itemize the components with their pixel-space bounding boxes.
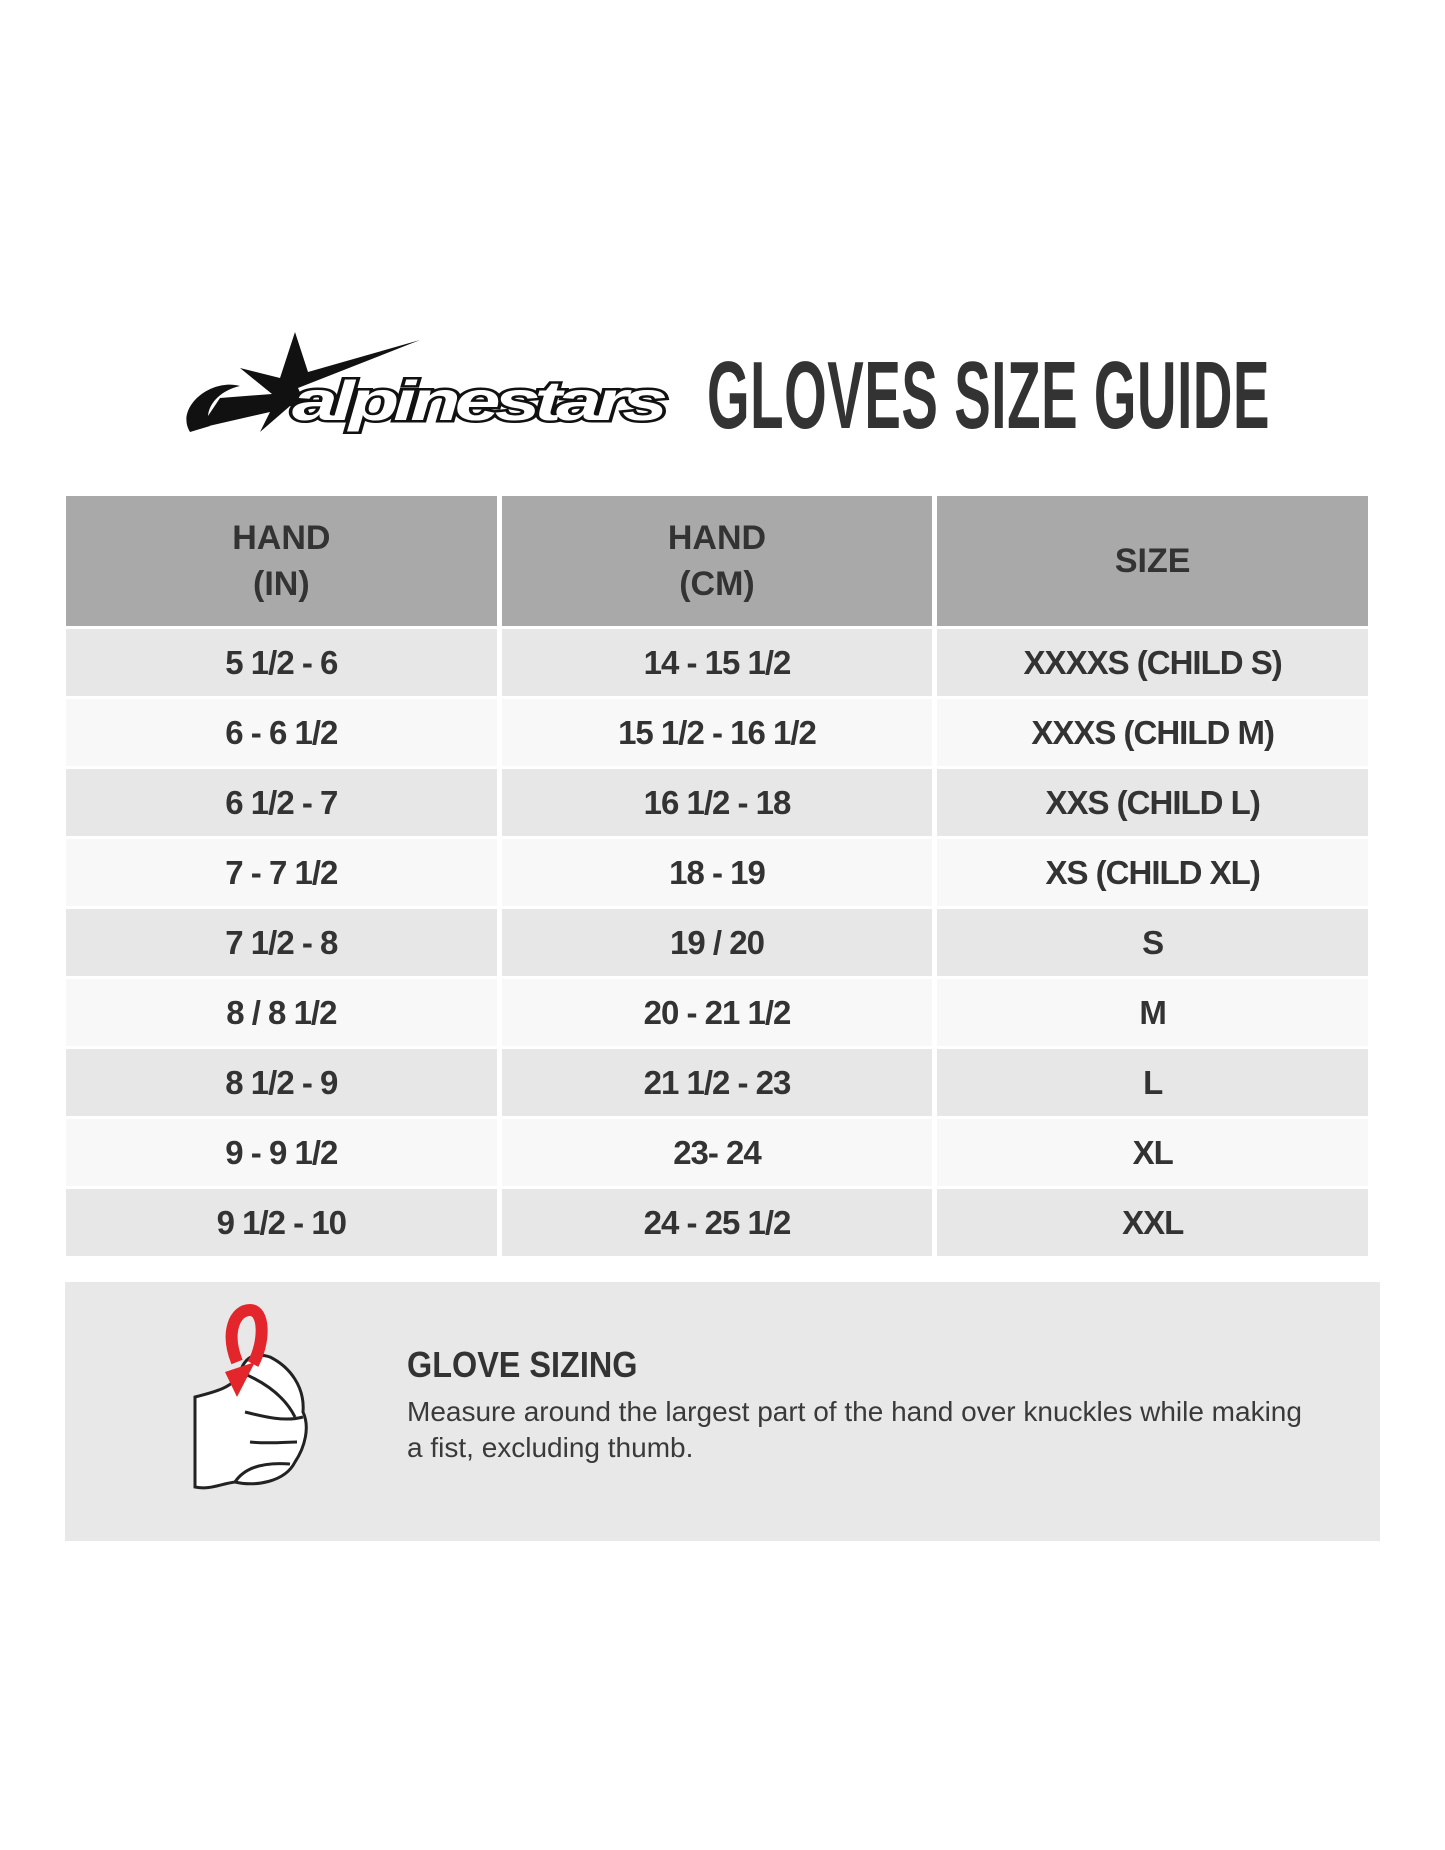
- cell-hand-in: 5 1/2 - 6: [66, 629, 497, 696]
- table-row: 7 1/2 - 8 19 / 20 S: [66, 909, 1368, 976]
- note-title: GLOVE SIZING: [407, 1344, 638, 1385]
- cell-hand-cm: 23- 24: [501, 1119, 933, 1186]
- cell-size: XXXS (CHILD M): [937, 699, 1368, 766]
- table-row: 6 - 6 1/2 15 1/2 - 16 1/2 XXXS (CHILD M): [66, 699, 1368, 766]
- cell-size: L: [937, 1049, 1368, 1116]
- cell-hand-in: 6 - 6 1/2: [66, 699, 497, 766]
- cell-hand-cm: 20 - 21 1/2: [501, 979, 933, 1046]
- cell-hand-in: 7 - 7 1/2: [66, 839, 497, 906]
- page-title: GLOVES SIZE GUIDE: [707, 342, 1271, 449]
- cell-hand-in: 9 - 9 1/2: [66, 1119, 497, 1186]
- size-table: HAND (IN) HAND (CM) SIZE 5 1/2 - 6 14 - 15 …: [61, 493, 1373, 1259]
- cell-hand-in: 7 1/2 - 8: [66, 909, 497, 976]
- cell-size: XS (CHILD XL): [937, 839, 1368, 906]
- table-row: 8 / 8 1/2 20 - 21 1/2 M: [66, 979, 1368, 1046]
- glove-sizing-note: GLOVE SIZING Measure around the largest …: [65, 1282, 1380, 1541]
- header-size: SIZE: [937, 496, 1368, 626]
- cell-size: XL: [937, 1119, 1368, 1186]
- table-row: 5 1/2 - 6 14 - 15 1/2 XXXXS (CHILD S): [66, 629, 1368, 696]
- cell-hand-cm: 16 1/2 - 18: [501, 769, 933, 836]
- cell-hand-cm: 14 - 15 1/2: [501, 629, 933, 696]
- cell-hand-in: 8 1/2 - 9: [66, 1049, 497, 1116]
- header-hand-cm: HAND (CM): [501, 496, 933, 626]
- note-text: Measure around the largest part of the h…: [407, 1396, 1302, 1463]
- table-row: 7 - 7 1/2 18 - 19 XS (CHILD XL): [66, 839, 1368, 906]
- cell-hand-cm: 15 1/2 - 16 1/2: [501, 699, 933, 766]
- table-row: 6 1/2 - 7 16 1/2 - 18 XXS (CHILD L): [66, 769, 1368, 836]
- table-row: 8 1/2 - 9 21 1/2 - 23 L: [66, 1049, 1368, 1116]
- cell-size: XXL: [937, 1189, 1368, 1256]
- cell-hand-cm: 24 - 25 1/2: [501, 1189, 933, 1256]
- hand-fist-measure-icon: [125, 1302, 325, 1512]
- table-row: 9 - 9 1/2 23- 24 XL: [66, 1119, 1368, 1186]
- cell-hand-cm: 19 / 20: [501, 909, 933, 976]
- cell-size: S: [937, 909, 1368, 976]
- header-hand-in: HAND (IN): [66, 496, 497, 626]
- alpinestars-logo: alpinestars: [180, 328, 680, 436]
- cell-hand-cm: 18 - 19: [501, 839, 933, 906]
- table-header-row: HAND (IN) HAND (CM) SIZE: [66, 496, 1368, 626]
- table-row: 9 1/2 - 10 24 - 25 1/2 XXL: [66, 1189, 1368, 1256]
- cell-size: XXXXS (CHILD S): [937, 629, 1368, 696]
- cell-hand-in: 9 1/2 - 10: [66, 1189, 497, 1256]
- cell-size: XXS (CHILD L): [937, 769, 1368, 836]
- cell-hand-cm: 21 1/2 - 23: [501, 1049, 933, 1116]
- cell-hand-in: 6 1/2 - 7: [66, 769, 497, 836]
- cell-size: M: [937, 979, 1368, 1046]
- svg-text:alpinestars: alpinestars: [292, 369, 666, 432]
- cell-hand-in: 8 / 8 1/2: [66, 979, 497, 1046]
